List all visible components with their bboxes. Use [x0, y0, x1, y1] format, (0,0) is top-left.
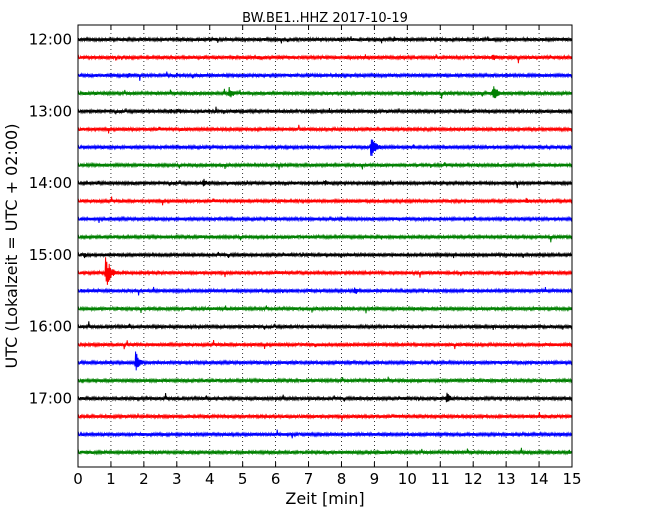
- x-tick-label: 12: [464, 470, 483, 488]
- seismogram-trace: [77, 376, 573, 384]
- plot-border: [77, 24, 573, 468]
- y-tick-label: 15:00: [29, 246, 72, 264]
- seismogram-trace: [77, 178, 573, 189]
- seismogram-trace: [77, 54, 573, 64]
- grid-lines: [110, 25, 540, 467]
- seismogram-trace: [77, 392, 573, 403]
- x-tick-label: 13: [497, 470, 516, 488]
- y-tick-label: 13:00: [29, 102, 72, 120]
- x-tick-label: 6: [271, 470, 281, 488]
- plot-area: [78, 25, 572, 467]
- x-tick-label: 15: [562, 470, 581, 488]
- x-axis-ticks: 0 1 2 3 4 5 6 7 8 9 10 11 12 13 14 15: [73, 25, 582, 488]
- y-tick-label: 12:00: [29, 31, 72, 49]
- x-axis-label: Zeit [min]: [285, 489, 364, 508]
- y-tick-label: 14:00: [29, 174, 72, 192]
- seismogram-trace: [77, 196, 573, 206]
- x-tick-label: 10: [398, 470, 417, 488]
- x-tick-label: 1: [106, 470, 116, 488]
- seismogram-trace: [77, 124, 573, 134]
- seismogram-trace: [77, 351, 573, 371]
- y-tick-label: 16:00: [29, 318, 72, 336]
- x-tick-label: 4: [205, 470, 215, 488]
- x-tick-label: 9: [370, 470, 380, 488]
- seismogram-trace: [77, 233, 573, 243]
- seismogram-trace: [77, 36, 573, 44]
- seismogram-trace: [77, 429, 573, 439]
- seismogram-trace: [77, 321, 573, 331]
- y-axis-label: UTC (Lokalzeit = UTC + 02:00): [2, 124, 21, 369]
- x-tick-label: 3: [172, 470, 182, 488]
- x-tick-label: 5: [238, 470, 248, 488]
- chart-title: BW.BE1..HHZ 2017-10-19: [242, 11, 408, 26]
- seismogram-trace: [77, 251, 573, 259]
- seismogram-trace: [77, 86, 573, 99]
- seismogram-trace: [77, 215, 573, 223]
- x-tick-label: 0: [73, 470, 83, 488]
- seismogram-trace: [77, 71, 573, 81]
- x-tick-label: 14: [530, 470, 549, 488]
- x-tick-label: 11: [431, 470, 450, 488]
- y-axis-ticks: 12:00 13:00 14:00 15:00 16:00 17:00: [29, 31, 572, 408]
- x-tick-label: 2: [139, 470, 149, 488]
- seismogram-trace: [77, 257, 573, 285]
- seismogram-trace: [77, 411, 573, 421]
- x-tick-label: 7: [304, 470, 314, 488]
- seismogram-trace: [77, 286, 573, 296]
- seismogram-trace: [77, 139, 573, 157]
- x-tick-label: 8: [337, 470, 347, 488]
- seismogram-trace: [77, 447, 573, 456]
- seismogram-trace: [77, 305, 573, 314]
- seismogram-trace: [77, 161, 573, 170]
- seismogram-trace: [77, 340, 573, 350]
- y-tick-label: 17:00: [29, 390, 72, 408]
- seismogram-trace: [77, 106, 573, 115]
- seismogram-traces: [77, 36, 573, 456]
